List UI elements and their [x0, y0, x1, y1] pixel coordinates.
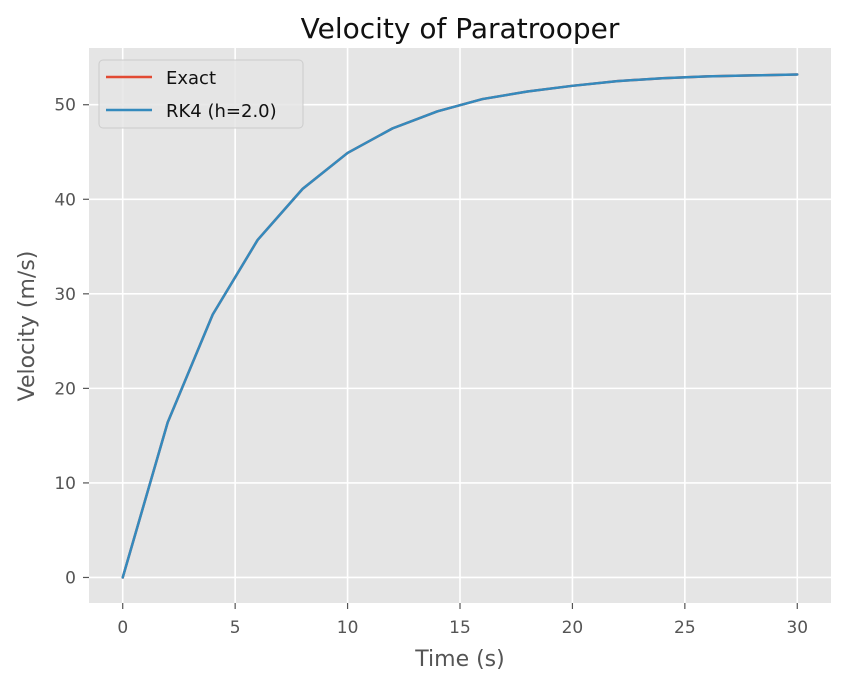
y-axis-label: Velocity (m/s)	[15, 251, 40, 402]
y-tick-label: 40	[54, 190, 76, 210]
x-tick-label: 0	[117, 618, 128, 638]
x-tick-label: 15	[449, 618, 471, 638]
y-tick-label: 50	[54, 96, 76, 116]
grid	[89, 48, 831, 603]
chart-title: Velocity of Paratrooper	[301, 12, 620, 45]
y-tick-label: 10	[54, 474, 76, 494]
legend-label-rk4: RK4 (h=2.0)	[166, 101, 277, 122]
x-tick-label: 25	[674, 618, 696, 638]
x-tick-label: 5	[230, 618, 241, 638]
axis-ticks: 0 5 10 15 20 25 30 0 10 20 30 40 50	[54, 96, 808, 638]
series-line-rk4	[121, 73, 799, 579]
y-tick-label: 30	[54, 285, 76, 305]
x-tick-label: 20	[562, 618, 584, 638]
x-tick-label: 30	[786, 618, 808, 638]
y-tick-label: 0	[65, 568, 76, 588]
x-axis-label: Time (s)	[414, 647, 504, 672]
y-tick-label: 20	[54, 379, 76, 399]
x-tick-label: 10	[337, 618, 359, 638]
legend: Exact RK4 (h=2.0)	[98, 59, 304, 129]
series-lines	[121, 73, 799, 579]
legend-label-exact: Exact	[166, 68, 216, 89]
